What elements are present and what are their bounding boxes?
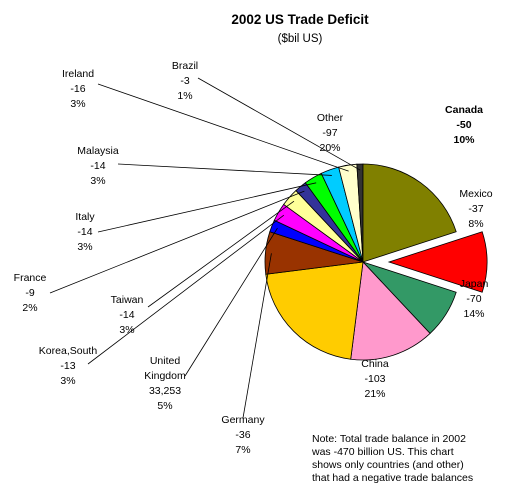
pie-slice-other [362, 163, 457, 263]
note-line-2: was -470 billion US. This chart [311, 446, 454, 458]
slice-label: Italy -14 3% [75, 211, 95, 253]
leader-lines [49, 77, 361, 419]
slice-label: Germany -36 7% [221, 414, 265, 456]
slice-labels: Canada -50 10% Mexico -37 8% Japan -70 14% China -… [14, 60, 493, 456]
slice-label: Canada -50 10% [445, 104, 483, 146]
slice-label: Mexico -37 8% [459, 188, 492, 230]
leader-line [49, 190, 305, 294]
slice-label: Other -97 20% [317, 112, 344, 154]
chart-title: 2002 US Trade Deficit [231, 12, 369, 27]
pie-slice-canada [387, 231, 488, 293]
slice-label: China -103 21% [361, 358, 389, 400]
slice-label: Taiwan -14 3% [111, 294, 144, 336]
note-line-1: Note: Total trade balance in 2002 [312, 433, 466, 445]
chart-note: Note: Total trade balance in 2002 was -4… [311, 433, 473, 484]
leader-line [97, 83, 349, 172]
leader-line [87, 214, 285, 365]
leader-line [184, 227, 278, 377]
pie-slices [264, 163, 488, 361]
leader-line [242, 253, 272, 419]
note-line-4: that had a negative trade balances [312, 472, 473, 484]
leader-line [197, 77, 361, 171]
slice-label: Korea,South -13 3% [39, 345, 98, 387]
slice-label: France -9 2% [14, 272, 47, 314]
leader-line [117, 163, 332, 176]
leader-line [97, 182, 317, 233]
slice-label: Japan -70 14% [460, 278, 489, 320]
slice-label: Malaysia -14 3% [77, 145, 119, 187]
pie-slice-china [265, 261, 364, 360]
slice-label: Brazil -3 1% [172, 60, 198, 102]
note-line-3: shows only countries (and other) [312, 459, 464, 471]
slice-label: United Kingdom 33,253 5% [144, 355, 186, 412]
pie-slice-japan [350, 261, 431, 361]
slice-label: Ireland -16 3% [62, 68, 94, 110]
chart-subtitle: ($bil US) [278, 33, 323, 45]
leader-line [147, 200, 295, 308]
